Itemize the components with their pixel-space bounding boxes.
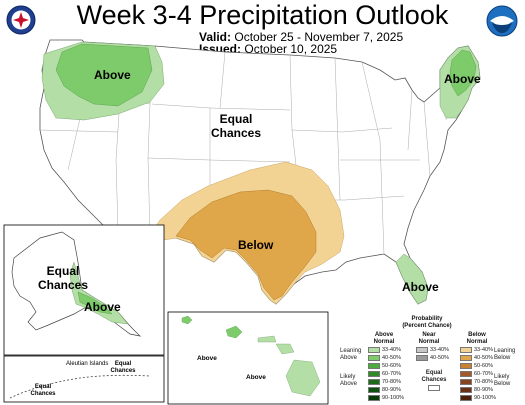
legend-below-range-label: 90-100%	[474, 395, 497, 401]
legend-above-range-label: 70-80%	[382, 379, 401, 385]
legend-below-range-label: 70-80%	[474, 379, 493, 385]
legend-above-range-label: 33-40%	[382, 347, 401, 353]
legend-near-scale: 33-40% 40-50%	[416, 347, 456, 367]
legend-above-swatch	[368, 387, 380, 393]
aleutian-chain	[9, 374, 151, 399]
below-south-core	[175, 189, 317, 301]
label-equal-chances-center: Equal Chances	[210, 112, 262, 140]
legend-equal-chances-swatch	[428, 385, 440, 391]
valid-dates: Valid: October 25 - November 7, 2025	[199, 30, 403, 44]
legend-near-range-label: 40-50%	[430, 355, 449, 361]
legend-above-swatch	[368, 395, 380, 401]
label-alaska-equal-chances: Equal Chances	[38, 264, 89, 292]
alaska-above-core	[77, 291, 113, 315]
above-florida-region	[395, 253, 429, 305]
above-northwest-core	[55, 43, 153, 107]
hawaii-big-island	[285, 359, 321, 397]
legend-below-range-label: 40-50%	[474, 355, 493, 361]
legend-below-scale: 33-40% 40-50% 50-60% 60-70% 70-80% 80-90% 90-1…	[460, 347, 500, 403]
map-title: Week 3-4 Precipitation Outlook	[76, 0, 449, 30]
legend-near-swatch	[416, 355, 428, 361]
noaa-logo-icon	[486, 5, 518, 37]
legend-above-swatch	[368, 371, 380, 377]
legend-below-swatch	[460, 395, 472, 401]
label-hawaii-above-2: Above	[246, 374, 266, 381]
legend-below-range-label: 80-90%	[474, 387, 493, 393]
label-above-florida: Above	[402, 280, 439, 294]
legend-below-swatch	[460, 347, 472, 353]
hawaii-maui	[275, 343, 295, 355]
legend-equal-chances: Equal Chances	[416, 370, 456, 392]
legend-above-range-label: 60-70%	[382, 371, 401, 377]
hawaii-molokai	[257, 335, 277, 343]
legend-likely-below: Likely Below	[494, 374, 511, 387]
legend-below-swatch	[460, 363, 472, 369]
issued-value: October 10, 2025	[244, 42, 338, 56]
legend-below-swatch	[460, 371, 472, 377]
legend-leaning-above: Leaning Above	[340, 348, 362, 361]
legend-below-swatch	[460, 387, 472, 393]
legend-likely-above: Likely Above	[340, 374, 358, 387]
legend-above-swatch	[368, 363, 380, 369]
legend-above-swatch	[368, 355, 380, 361]
legend-above-scale: 33-40% 40-50% 50-60% 60-70% 70-80% 80-90% 90-1…	[368, 347, 408, 403]
valid-value: October 25 - November 7, 2025	[234, 30, 404, 44]
legend-below-range-label: 33-40%	[474, 347, 493, 353]
legend: Probability (Percent Chance) Above Norma…	[334, 312, 522, 404]
legend-above-range-label: 40-50%	[382, 355, 401, 361]
hawaii-kauai	[181, 315, 193, 325]
legend-near-range-label: 33-40%	[430, 347, 449, 353]
label-below-south: Below	[238, 238, 274, 252]
legend-near-swatch	[416, 347, 428, 353]
label-above-northeast: Above	[444, 72, 481, 86]
label-aleutian-equal-2: Equal Chances	[30, 384, 56, 397]
hawaii-oahu	[225, 325, 243, 339]
label-hawaii-above-1: Above	[197, 355, 217, 362]
legend-title: Probability (Percent Chance)	[402, 316, 452, 329]
label-above-northwest: Above	[94, 68, 131, 82]
legend-above-range-label: 80-90%	[382, 387, 401, 393]
legend-above-swatch	[368, 379, 380, 385]
legend-above-header: Above Normal	[373, 332, 395, 345]
legend-near-header: Near Normal	[418, 332, 440, 345]
legend-below-swatch	[460, 379, 472, 385]
legend-below-range-label: 60-70%	[474, 371, 493, 377]
valid-label: Valid:	[199, 30, 232, 44]
label-aleutian-equal-1: Equal Chances	[110, 361, 136, 374]
legend-above-range-label: 90-100%	[382, 395, 405, 401]
legend-above-swatch	[368, 347, 380, 353]
legend-below-range-label: 50-60%	[474, 363, 493, 369]
legend-below-header: Below Normal	[466, 332, 488, 345]
aleutian-inset-frame	[3, 355, 165, 403]
above-northeast-core	[449, 49, 477, 97]
legend-below-swatch	[460, 355, 472, 361]
label-alaska-above: Above	[84, 300, 121, 314]
legend-leaning-below: Leaning Below	[494, 348, 516, 361]
nws-logo-icon	[6, 5, 36, 35]
label-aleutian-islands: Aleutian Islands	[66, 361, 109, 367]
legend-above-range-label: 50-60%	[382, 363, 401, 369]
